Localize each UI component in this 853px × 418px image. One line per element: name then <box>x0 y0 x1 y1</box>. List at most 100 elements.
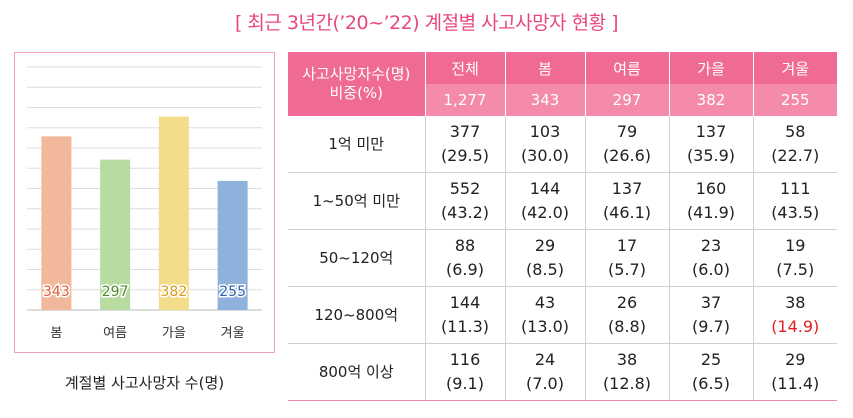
cell-percent: (9.1) <box>446 374 484 393</box>
data-label: 382 <box>161 284 188 300</box>
cell-percent: (22.7) <box>771 146 820 165</box>
cell-count: 19 <box>785 236 806 255</box>
cell-percent: (30.0) <box>520 146 570 165</box>
cell-percent: (46.1) <box>602 203 652 222</box>
bar <box>100 159 131 310</box>
table-cell: 43 (13.0) <box>504 286 585 344</box>
cell-count: 17 <box>616 236 638 255</box>
bar <box>217 180 248 310</box>
total-cell: 297 <box>584 84 669 116</box>
cell-percent: (26.6) <box>602 146 652 165</box>
bar-chart-svg: 343 봄 297 여름 382 가을 255 겨울 <box>27 66 262 341</box>
table-cell: 116 (9.1) <box>424 343 505 401</box>
cell-percent: (11.4) <box>771 374 820 393</box>
cell-percent: (5.7) <box>608 260 646 279</box>
bar <box>158 116 189 310</box>
column-header: 여름 <box>584 52 669 84</box>
cell-count: 24 <box>534 350 556 369</box>
data-label: 255 <box>219 284 246 300</box>
column-header: 봄 <box>504 52 585 84</box>
corner-line2: 비중(%) <box>329 84 384 102</box>
statistics-table: 사고사망자수(명) 비중(%) 전체 봄 여름 가을 겨울 1,277 343 … <box>288 52 837 401</box>
cell-count: 103 <box>529 122 561 141</box>
table-cell: 29 (11.4) <box>752 343 837 401</box>
table-cell: 552 (43.2) <box>424 172 505 230</box>
cell-percent: (8.8) <box>608 317 646 336</box>
total-cell: 343 <box>504 84 585 116</box>
cell-count: 29 <box>534 236 556 255</box>
table-row: 1~50억 미만 552 (43.2) 144 (42.0) 137 (46.1) 160 (4… <box>288 172 837 230</box>
category-tick-label: 봄 <box>50 326 62 341</box>
category-tick-label: 여름 <box>103 326 127 341</box>
cell-percent: (13.0) <box>520 317 570 336</box>
cell-percent: (43.2) <box>440 203 490 222</box>
cell-count: 58 <box>785 122 806 141</box>
cell-count: 137 <box>695 122 727 141</box>
cell-count: 137 <box>611 179 643 198</box>
bar <box>41 136 72 310</box>
cell-percent: (6.9) <box>446 260 484 279</box>
table-cell: 58 (22.7) <box>752 116 837 173</box>
row-label: 120~800억 <box>288 286 425 344</box>
cell-count: 79 <box>616 122 638 141</box>
cell-percent: (14.9) <box>771 317 820 336</box>
table-corner-header: 사고사망자수(명) 비중(%) <box>288 52 425 116</box>
row-label: 50~120억 <box>288 229 425 287</box>
cell-count: 88 <box>454 236 476 255</box>
cell-count: 25 <box>700 350 722 369</box>
table-cell: 88 (6.9) <box>424 229 505 287</box>
cell-percent: (12.8) <box>602 374 652 393</box>
table-cell: 377 (29.5) <box>424 116 505 173</box>
total-cell: 255 <box>752 84 837 116</box>
column-header: 가을 <box>668 52 753 84</box>
table-cell: 160 (41.9) <box>668 172 753 230</box>
table-cell: 37 (9.7) <box>668 286 753 344</box>
row-label: 1~50억 미만 <box>288 172 425 230</box>
data-label: 343 <box>43 284 70 300</box>
cell-count: 43 <box>534 293 556 312</box>
cell-count: 116 <box>449 350 481 369</box>
table-cell: 38 (12.8) <box>584 343 669 401</box>
cell-percent: (7.5) <box>776 260 815 279</box>
cell-count: 38 <box>616 350 638 369</box>
table-cell: 137 (35.9) <box>668 116 753 173</box>
table-row: 800억 이상 116 (9.1) 24 (7.0) 38 (12.8) 25 (6.5) 29 (… <box>288 343 837 401</box>
cell-count: 160 <box>695 179 727 198</box>
cell-percent: (8.5) <box>526 260 564 279</box>
table-cell: 144 (42.0) <box>504 172 585 230</box>
cell-count: 26 <box>616 293 638 312</box>
table-cell: 144 (11.3) <box>424 286 505 344</box>
row-label: 800억 이상 <box>288 343 425 401</box>
total-cell: 382 <box>668 84 753 116</box>
cell-percent: (11.3) <box>440 317 490 336</box>
table-cell: 23 (6.0) <box>668 229 753 287</box>
cell-percent: (6.0) <box>692 260 730 279</box>
cell-percent: (9.7) <box>692 317 730 336</box>
table-cell: 26 (8.8) <box>584 286 669 344</box>
table-cell: 25 (6.5) <box>668 343 753 401</box>
cell-percent: (29.5) <box>440 146 490 165</box>
cell-percent: (41.9) <box>686 203 736 222</box>
category-tick-label: 가을 <box>162 326 186 341</box>
table-cell: 103 (30.0) <box>504 116 585 173</box>
table-cell: 111 (43.5) <box>752 172 837 230</box>
cell-count: 23 <box>700 236 722 255</box>
table-row: 120~800억 144 (11.3) 43 (13.0) 26 (8.8) 37 (9.7) 3… <box>288 286 837 344</box>
cell-percent: (42.0) <box>520 203 570 222</box>
total-cell: 1,277 <box>424 84 505 116</box>
cell-count: 552 <box>449 179 481 198</box>
cell-percent: (6.5) <box>692 374 730 393</box>
cell-percent: (7.0) <box>526 374 564 393</box>
chart-caption: 계절별 사고사망자 수(명) <box>64 374 225 392</box>
cell-count: 37 <box>700 293 722 312</box>
cell-percent: (43.5) <box>771 203 820 222</box>
table-cell: 29 (8.5) <box>504 229 585 287</box>
cell-count: 38 <box>785 293 806 312</box>
table-cell: 38 (14.9) <box>752 286 837 344</box>
corner-line1: 사고사망자수(명) <box>302 64 411 83</box>
table-cell: 19 (7.5) <box>752 229 837 287</box>
data-label: 297 <box>102 284 129 300</box>
seasonal-bar-chart: 343 봄 297 여름 382 가을 255 겨울 <box>14 52 275 353</box>
cell-percent: (35.9) <box>686 146 736 165</box>
cell-count: 29 <box>785 350 806 369</box>
